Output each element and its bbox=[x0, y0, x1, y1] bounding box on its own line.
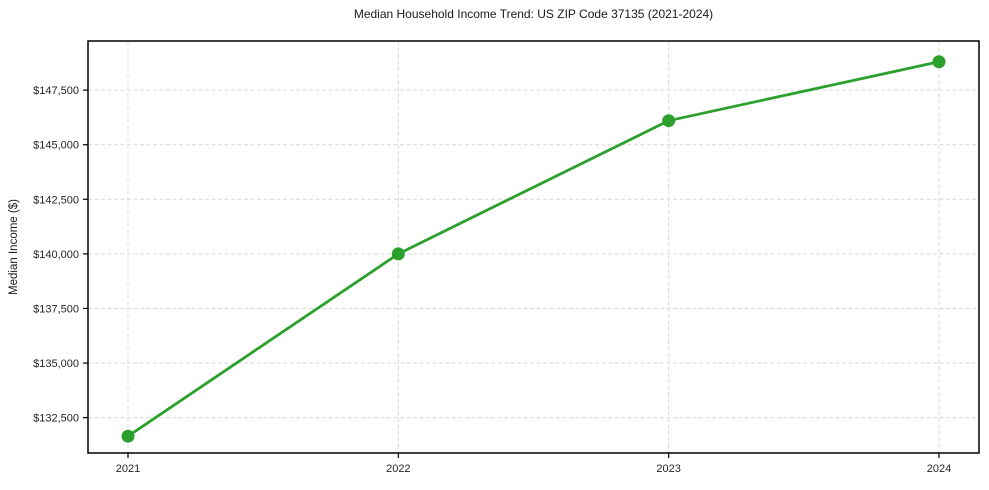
y-tick-label: $145,000 bbox=[33, 140, 79, 152]
chart-title: Median Household Income Trend: US ZIP Co… bbox=[353, 7, 714, 21]
x-tick-label: 2021 bbox=[116, 463, 140, 475]
x-tick-label: 2022 bbox=[386, 463, 410, 475]
y-tick-label: $137,500 bbox=[33, 303, 79, 315]
data-point-2024 bbox=[932, 55, 946, 69]
data-point-2021 bbox=[121, 429, 135, 443]
x-tick-label: 2024 bbox=[927, 463, 951, 475]
y-tick-label: $140,000 bbox=[33, 249, 79, 261]
y-tick-label: $135,000 bbox=[33, 358, 79, 370]
data-point-2022 bbox=[391, 247, 405, 261]
plot-border bbox=[87, 40, 980, 454]
y-tick-label: $142,500 bbox=[33, 194, 79, 206]
data-point-2023 bbox=[662, 114, 676, 128]
x-tick-label: 2023 bbox=[656, 463, 680, 475]
trend-line bbox=[126, 60, 941, 438]
y-tick-label: $147,500 bbox=[33, 85, 79, 97]
y-tick-label: $132,500 bbox=[33, 413, 79, 425]
